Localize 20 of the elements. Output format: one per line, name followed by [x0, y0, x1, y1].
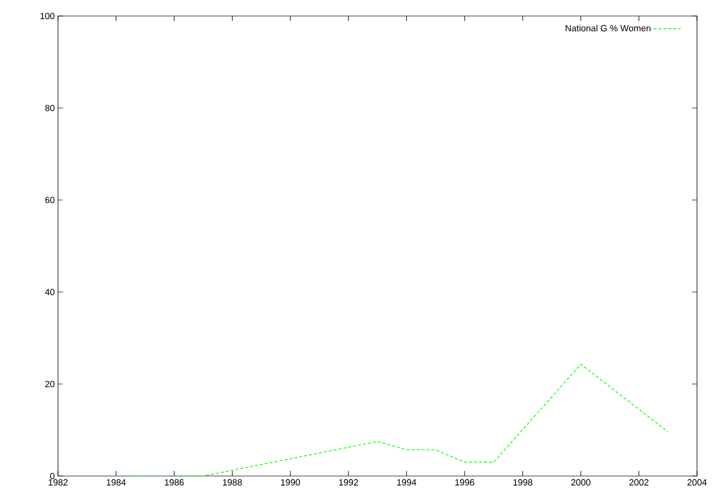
y-tick-label: 20 [45, 380, 54, 388]
y-tick-label: 40 [45, 288, 54, 296]
x-tick-label: 1998 [513, 479, 532, 486]
x-tick-label: 1994 [397, 479, 416, 486]
x-tick-label: 2002 [629, 479, 648, 486]
x-tick-label: 1986 [164, 479, 184, 486]
x-tick-label: 1988 [222, 479, 242, 486]
y-tick-label: 80 [45, 104, 54, 112]
x-tick-label: 1990 [281, 479, 300, 486]
x-tick-label: 1984 [106, 479, 126, 486]
x-tick-label: 2000 [571, 479, 590, 486]
x-tick-label: 1992 [339, 479, 358, 486]
x-tick-label: 2004 [687, 479, 707, 486]
line-series [116, 364, 668, 476]
y-tick-label: 100 [40, 12, 54, 20]
y-tick-label: 60 [45, 196, 54, 204]
legend-label: National G % Women [566, 24, 650, 32]
x-tick-label: 1996 [455, 479, 474, 486]
y-tick-label: 0 [50, 472, 54, 480]
x-tick-label: 1982 [48, 479, 68, 486]
